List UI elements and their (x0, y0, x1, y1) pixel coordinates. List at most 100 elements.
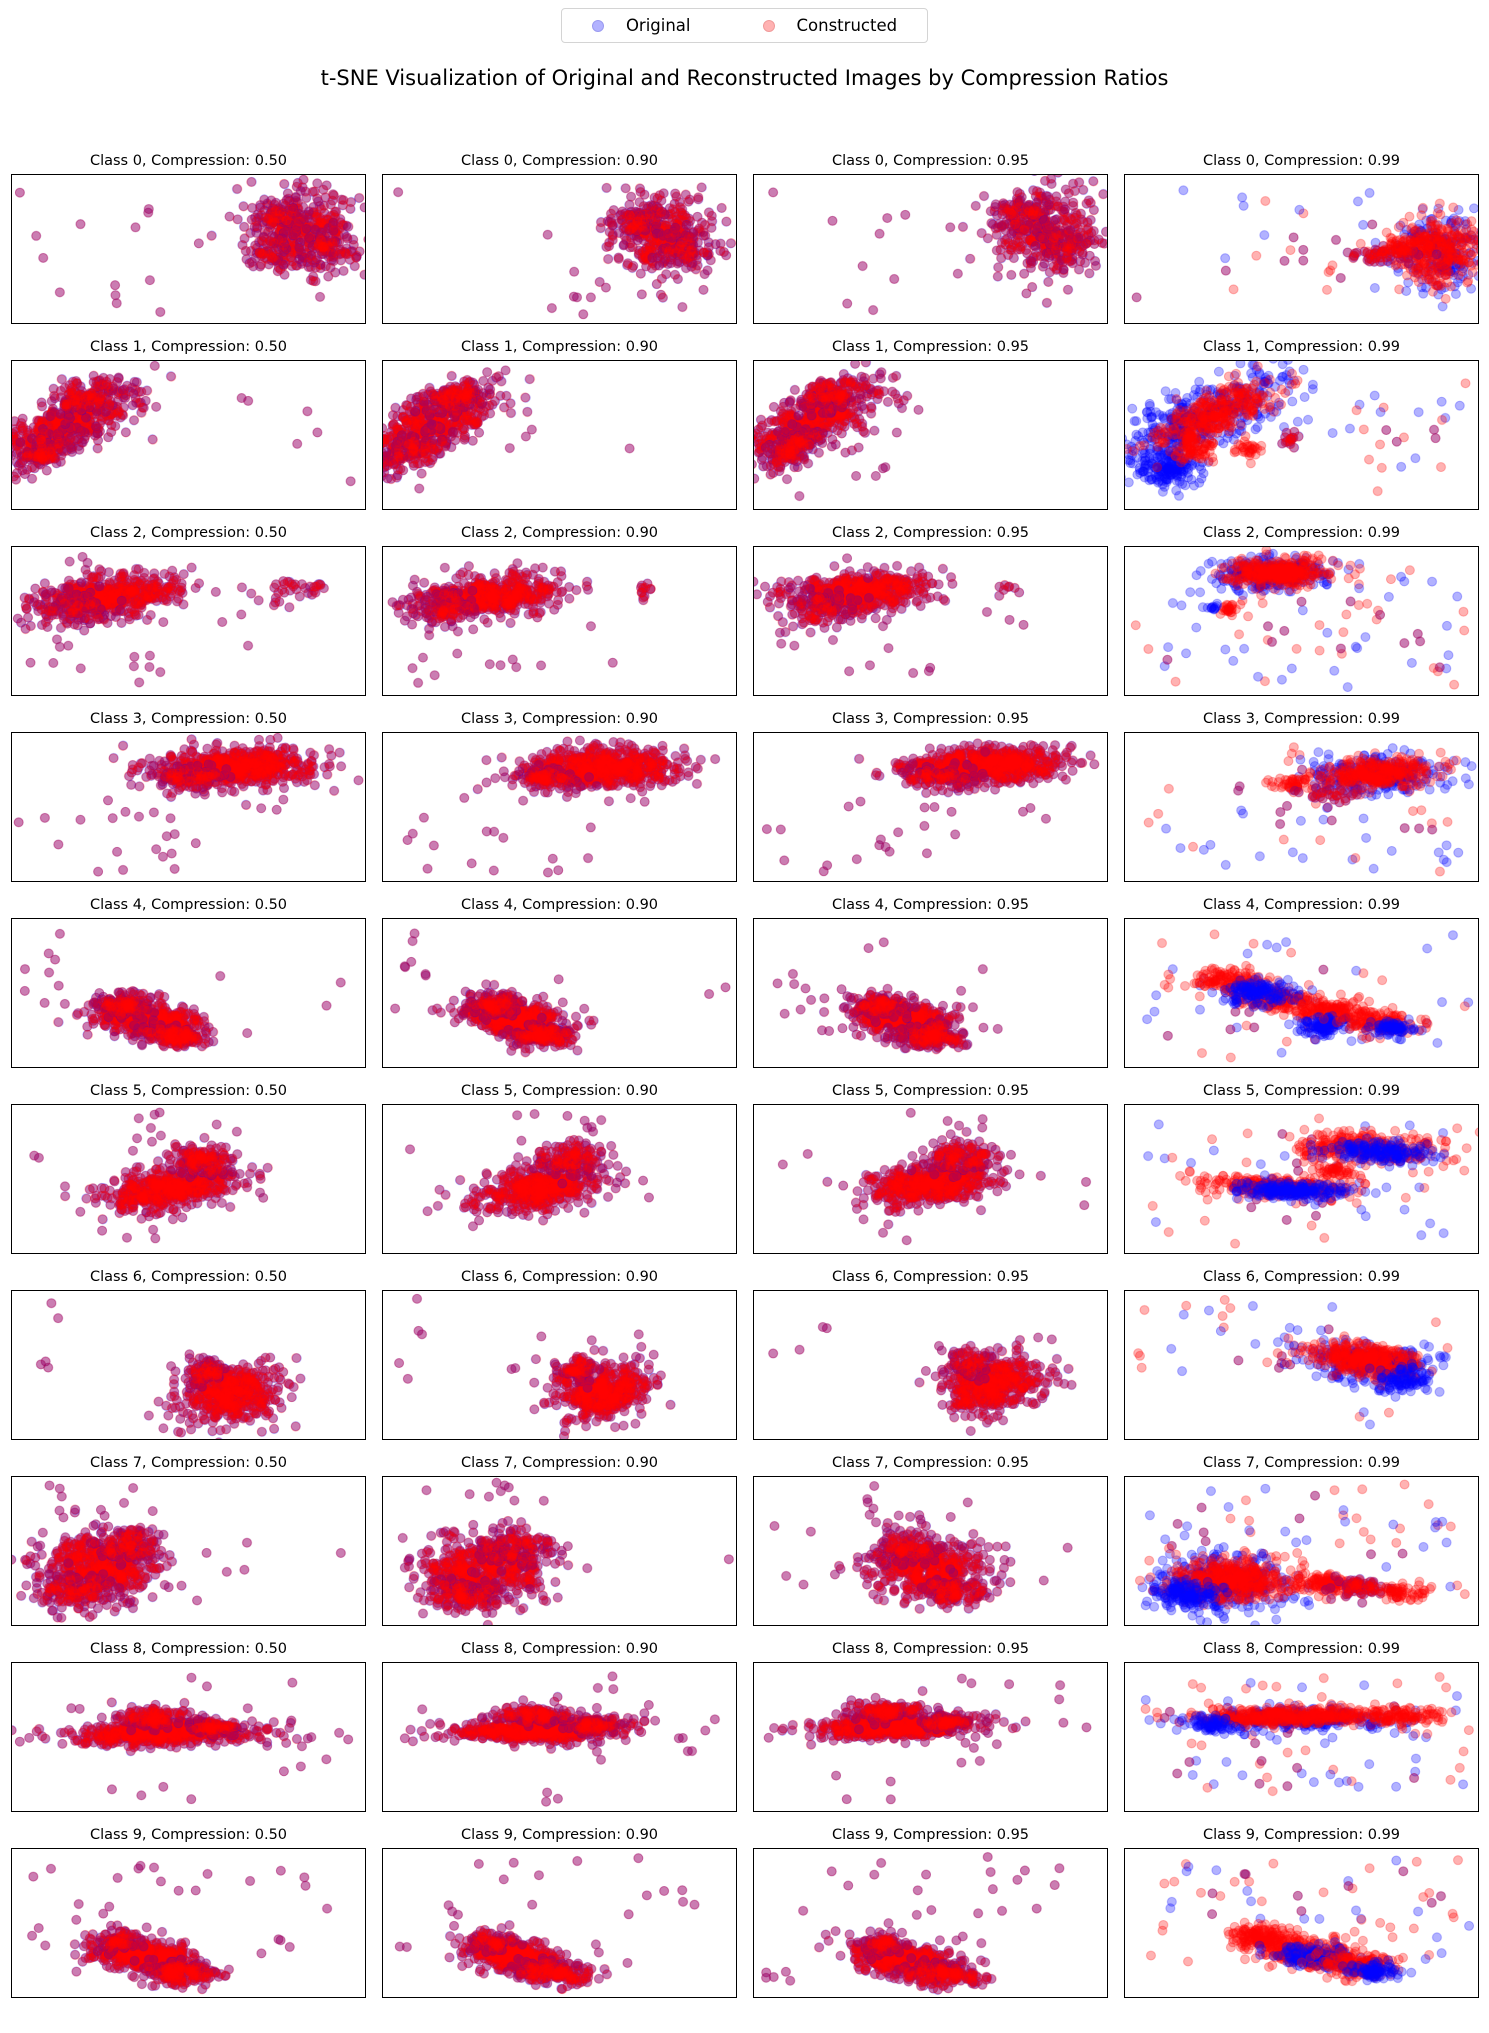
subplot-class2-comp0.50: Class 2, Compression: 0.50 (11, 524, 366, 697)
tsne-scatter-canvas (11, 732, 366, 883)
subplot-class5-comp0.90: Class 5, Compression: 0.90 (382, 1082, 737, 1255)
subplot-title: Class 3, Compression: 0.95 (831, 711, 1030, 728)
legend-item-original: Original (591, 16, 691, 35)
tsne-scatter-canvas (382, 546, 737, 697)
subplot-title: Class 6, Compression: 0.50 (89, 1269, 288, 1286)
subplot-title: Class 2, Compression: 0.50 (89, 525, 288, 542)
legend-label-constructed: Constructed (796, 16, 898, 35)
tsne-scatter-canvas (1124, 732, 1479, 883)
tsne-scatter-canvas (11, 1848, 366, 1999)
subplot-title: Class 0, Compression: 0.50 (89, 153, 288, 170)
tsne-scatter-canvas (382, 732, 737, 883)
legend-item-constructed: Constructed (762, 16, 898, 35)
tsne-scatter-canvas (11, 1662, 366, 1813)
subplot-class9-comp0.90: Class 9, Compression: 0.90 (382, 1826, 737, 1999)
subplot-class6-comp0.90: Class 6, Compression: 0.90 (382, 1268, 737, 1441)
subplot-title: Class 6, Compression: 0.99 (1202, 1269, 1401, 1286)
subplot-class4-comp0.99: Class 4, Compression: 0.99 (1124, 896, 1479, 1069)
subplot-class1-comp0.99: Class 1, Compression: 0.99 (1124, 338, 1479, 511)
subplot-title: Class 4, Compression: 0.95 (831, 897, 1030, 914)
tsne-scatter-canvas (1124, 1848, 1479, 1999)
tsne-scatter-canvas (382, 1476, 737, 1627)
subplot-title: Class 3, Compression: 0.99 (1202, 711, 1401, 728)
tsne-scatter-canvas (753, 546, 1108, 697)
subplot-title: Class 5, Compression: 0.50 (89, 1083, 288, 1100)
subplot-class0-comp0.50: Class 0, Compression: 0.50 (11, 152, 366, 325)
subplot-title: Class 9, Compression: 0.50 (89, 1827, 288, 1844)
tsne-scatter-canvas (753, 174, 1108, 325)
subplot-class5-comp0.50: Class 5, Compression: 0.50 (11, 1082, 366, 1255)
subplot-title: Class 7, Compression: 0.95 (831, 1455, 1030, 1472)
subplot-title: Class 4, Compression: 0.99 (1202, 897, 1401, 914)
subplot-class6-comp0.99: Class 6, Compression: 0.99 (1124, 1268, 1479, 1441)
subplot-title: Class 2, Compression: 0.99 (1202, 525, 1401, 542)
subplot-class2-comp0.90: Class 2, Compression: 0.90 (382, 524, 737, 697)
subplot-class2-comp0.99: Class 2, Compression: 0.99 (1124, 524, 1479, 697)
tsne-scatter-canvas (1124, 546, 1479, 697)
subplot-title: Class 9, Compression: 0.95 (831, 1827, 1030, 1844)
tsne-scatter-canvas (1124, 174, 1479, 325)
tsne-scatter-canvas (753, 360, 1108, 511)
subplot-title: Class 6, Compression: 0.90 (460, 1269, 659, 1286)
subplot-title: Class 5, Compression: 0.90 (460, 1083, 659, 1100)
subplot-title: Class 2, Compression: 0.90 (460, 525, 659, 542)
subplot-class3-comp0.99: Class 3, Compression: 0.99 (1124, 710, 1479, 883)
subplot-class7-comp0.50: Class 7, Compression: 0.50 (11, 1454, 366, 1627)
subplot-title: Class 6, Compression: 0.95 (831, 1269, 1030, 1286)
subplot-class0-comp0.90: Class 0, Compression: 0.90 (382, 152, 737, 325)
subplot-class3-comp0.90: Class 3, Compression: 0.90 (382, 710, 737, 883)
subplot-class5-comp0.95: Class 5, Compression: 0.95 (753, 1082, 1108, 1255)
tsne-scatter-canvas (753, 1104, 1108, 1255)
tsne-scatter-canvas (382, 1848, 737, 1999)
subplot-title: Class 1, Compression: 0.95 (831, 339, 1030, 356)
subplot-title: Class 3, Compression: 0.50 (89, 711, 288, 728)
tsne-scatter-canvas (382, 360, 737, 511)
subplot-title: Class 7, Compression: 0.99 (1202, 1455, 1401, 1472)
subplot-class9-comp0.99: Class 9, Compression: 0.99 (1124, 1826, 1479, 1999)
tsne-scatter-canvas (1124, 1104, 1479, 1255)
subplot-title: Class 8, Compression: 0.95 (831, 1641, 1030, 1658)
tsne-scatter-canvas (1124, 1662, 1479, 1813)
subplot-class1-comp0.50: Class 1, Compression: 0.50 (11, 338, 366, 511)
subplot-class4-comp0.95: Class 4, Compression: 0.95 (753, 896, 1108, 1069)
subplot-title: Class 2, Compression: 0.95 (831, 525, 1030, 542)
tsne-scatter-canvas (1124, 918, 1479, 1069)
subplot-title: Class 0, Compression: 0.90 (460, 153, 659, 170)
tsne-scatter-canvas (11, 546, 366, 697)
tsne-scatter-canvas (11, 360, 366, 511)
subplot-class3-comp0.95: Class 3, Compression: 0.95 (753, 710, 1108, 883)
subplot-class0-comp0.99: Class 0, Compression: 0.99 (1124, 152, 1479, 325)
tsne-scatter-canvas (753, 1290, 1108, 1441)
subplot-class9-comp0.50: Class 9, Compression: 0.50 (11, 1826, 366, 1999)
tsne-scatter-canvas (1124, 360, 1479, 511)
tsne-scatter-canvas (11, 174, 366, 325)
legend: Original Constructed (0, 0, 1489, 43)
subplot-title: Class 1, Compression: 0.90 (460, 339, 659, 356)
tsne-scatter-canvas (382, 918, 737, 1069)
subplot-title: Class 8, Compression: 0.99 (1202, 1641, 1401, 1658)
subplot-class2-comp0.95: Class 2, Compression: 0.95 (753, 524, 1108, 697)
tsne-scatter-canvas (753, 918, 1108, 1069)
subplot-title: Class 1, Compression: 0.99 (1202, 339, 1401, 356)
original-marker-icon (591, 19, 604, 32)
constructed-marker-icon (762, 19, 775, 32)
subplot-title: Class 0, Compression: 0.99 (1202, 153, 1401, 170)
subplot-title: Class 9, Compression: 0.99 (1202, 1827, 1401, 1844)
subplot-title: Class 8, Compression: 0.90 (460, 1641, 659, 1658)
tsne-scatter-canvas (753, 1662, 1108, 1813)
subplot-class5-comp0.99: Class 5, Compression: 0.99 (1124, 1082, 1479, 1255)
tsne-scatter-canvas (11, 1104, 366, 1255)
subplot-title: Class 4, Compression: 0.90 (460, 897, 659, 914)
subplot-class8-comp0.90: Class 8, Compression: 0.90 (382, 1640, 737, 1813)
tsne-scatter-canvas (753, 732, 1108, 883)
subplot-title: Class 9, Compression: 0.90 (460, 1827, 659, 1844)
subplot-class4-comp0.90: Class 4, Compression: 0.90 (382, 896, 737, 1069)
subplot-class6-comp0.50: Class 6, Compression: 0.50 (11, 1268, 366, 1441)
subplot-title: Class 1, Compression: 0.50 (89, 339, 288, 356)
subplot-class4-comp0.50: Class 4, Compression: 0.50 (11, 896, 366, 1069)
subplot-class6-comp0.95: Class 6, Compression: 0.95 (753, 1268, 1108, 1441)
subplot-grid: Class 0, Compression: 0.50 Class 0, Compr… (0, 152, 1489, 2008)
subplot-class7-comp0.90: Class 7, Compression: 0.90 (382, 1454, 737, 1627)
tsne-scatter-canvas (11, 1290, 366, 1441)
subplot-title: Class 5, Compression: 0.99 (1202, 1083, 1401, 1100)
